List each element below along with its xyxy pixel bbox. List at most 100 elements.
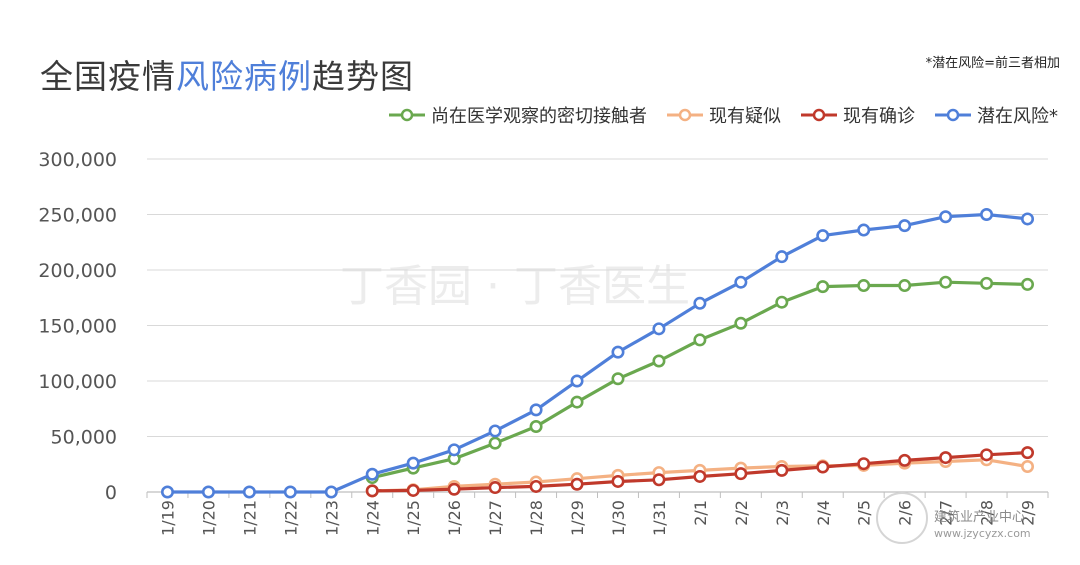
legend: 尚在医学观察的密切接触者 现有疑似 现有确诊 潜在风险* <box>389 102 1058 128</box>
series-3-point <box>447 443 461 457</box>
watermark-url: www.jzycyzx.com <box>934 527 1031 540</box>
y-tick-label: 300,000 <box>38 149 117 171</box>
series-0-point <box>898 279 912 293</box>
series-0-point <box>939 275 953 289</box>
x-tick-label: 1/31 <box>650 500 669 536</box>
series-2-point <box>857 457 871 471</box>
watermark-brand: 建筑业产业中心 <box>934 510 1026 525</box>
x-tick-label: 1/24 <box>363 500 382 536</box>
series-0-point <box>980 276 994 290</box>
series-0-point <box>693 333 707 347</box>
series-3-point <box>488 424 502 438</box>
series-0-point <box>816 280 830 294</box>
x-tick-label: 2/3 <box>773 500 792 526</box>
x-tick-label: 2/9 <box>1019 500 1038 526</box>
series-0-point <box>570 395 584 409</box>
series-1-point <box>1021 459 1035 473</box>
series-line-3 <box>165 212 1030 494</box>
series-3-point <box>652 322 666 336</box>
legend-swatch-confirmed <box>801 108 837 122</box>
series-2-point <box>775 463 789 477</box>
x-tick-label: 2/5 <box>855 500 874 526</box>
y-tick-label: 150,000 <box>38 316 117 338</box>
series-3-point <box>570 374 584 388</box>
y-tick-label: 0 <box>105 482 117 504</box>
series-2-point <box>447 482 461 496</box>
series-3-point <box>693 296 707 310</box>
series-3-point <box>365 467 379 481</box>
x-tick-label: 1/29 <box>568 500 587 536</box>
series-0-point <box>652 354 666 368</box>
legend-item-contacts: 尚在医学观察的密切接触者 <box>389 102 647 128</box>
legend-item-confirmed: 现有确诊 <box>801 102 915 128</box>
series-0-point <box>611 372 625 386</box>
y-tick-label: 100,000 <box>38 371 117 393</box>
series-line-0 <box>370 280 1030 480</box>
x-tick-label: 1/25 <box>404 500 423 536</box>
x-tick-label: 1/23 <box>322 500 341 536</box>
legend-label-risk: 潜在风险* <box>977 106 1058 127</box>
series-3-point <box>857 223 871 237</box>
series-3-point <box>242 485 256 499</box>
title-part3: 趋势图 <box>312 57 414 96</box>
y-tick-label: 250,000 <box>38 205 117 227</box>
formula-note: *潜在风险=前三者相加 <box>925 56 1060 71</box>
series-3-point <box>775 250 789 264</box>
legend-item-risk: 潜在风险* <box>935 102 1058 128</box>
series-0-point <box>734 316 748 330</box>
x-tick-label: 1/19 <box>158 500 177 536</box>
title-part1: 全国疫情 <box>40 57 176 96</box>
series-3-point <box>734 275 748 289</box>
series-0-point <box>529 420 543 434</box>
legend-item-suspected: 现有疑似 <box>667 102 781 128</box>
series-2-point <box>898 453 912 467</box>
y-tick-label: 200,000 <box>38 260 117 282</box>
series-2-point <box>570 477 584 491</box>
x-tick-label: 1/26 <box>445 500 464 536</box>
x-tick-label: 2/8 <box>978 500 997 526</box>
x-tick-label: 1/30 <box>609 500 628 536</box>
series-0-point <box>775 295 789 309</box>
series-3-point <box>939 210 953 224</box>
x-tick-label: 1/27 <box>486 500 505 536</box>
series-3-point <box>406 456 420 470</box>
series-2-point <box>611 474 625 488</box>
legend-label-contacts: 尚在医学观察的密切接触者 <box>431 106 647 127</box>
series-3-point <box>283 485 297 499</box>
series-3-point <box>816 229 830 243</box>
series-2-point <box>939 451 953 465</box>
x-tick-label: 1/22 <box>281 500 300 536</box>
series-2-point <box>734 467 748 481</box>
series-0-point <box>488 436 502 450</box>
legend-swatch-suspected <box>667 108 703 122</box>
series-0-point <box>1021 277 1035 291</box>
series-3-point <box>611 345 625 359</box>
legend-label-suspected: 现有疑似 <box>709 106 781 127</box>
x-tick-label: 1/28 <box>527 500 546 536</box>
series-2-point <box>529 479 543 493</box>
watermark-seal <box>876 492 928 544</box>
series-3-point <box>324 485 338 499</box>
series-2-point <box>816 460 830 474</box>
x-tick-label: 2/4 <box>814 500 833 526</box>
legend-swatch-contacts <box>389 108 425 122</box>
x-tick-label: 1/20 <box>199 500 218 536</box>
x-tick-label: 1/21 <box>240 500 259 536</box>
series-0-point <box>857 279 871 293</box>
x-tick-label: 2/2 <box>732 500 751 526</box>
y-tick-label: 50,000 <box>51 427 117 449</box>
series-2-point <box>693 469 707 483</box>
series-3-point <box>529 403 543 417</box>
series-2-point <box>652 473 666 487</box>
x-tick-label: 2/7 <box>937 500 956 526</box>
series-2-point <box>365 484 379 498</box>
x-tick-label: 2/1 <box>691 500 710 526</box>
series-3-point <box>201 485 215 499</box>
series-2-point <box>980 448 994 462</box>
chart-title: 全国疫情风险病例趋势图 <box>40 50 414 98</box>
legend-label-confirmed: 现有确诊 <box>843 106 915 127</box>
series-2-point <box>488 481 502 495</box>
series-3-point <box>980 208 994 222</box>
